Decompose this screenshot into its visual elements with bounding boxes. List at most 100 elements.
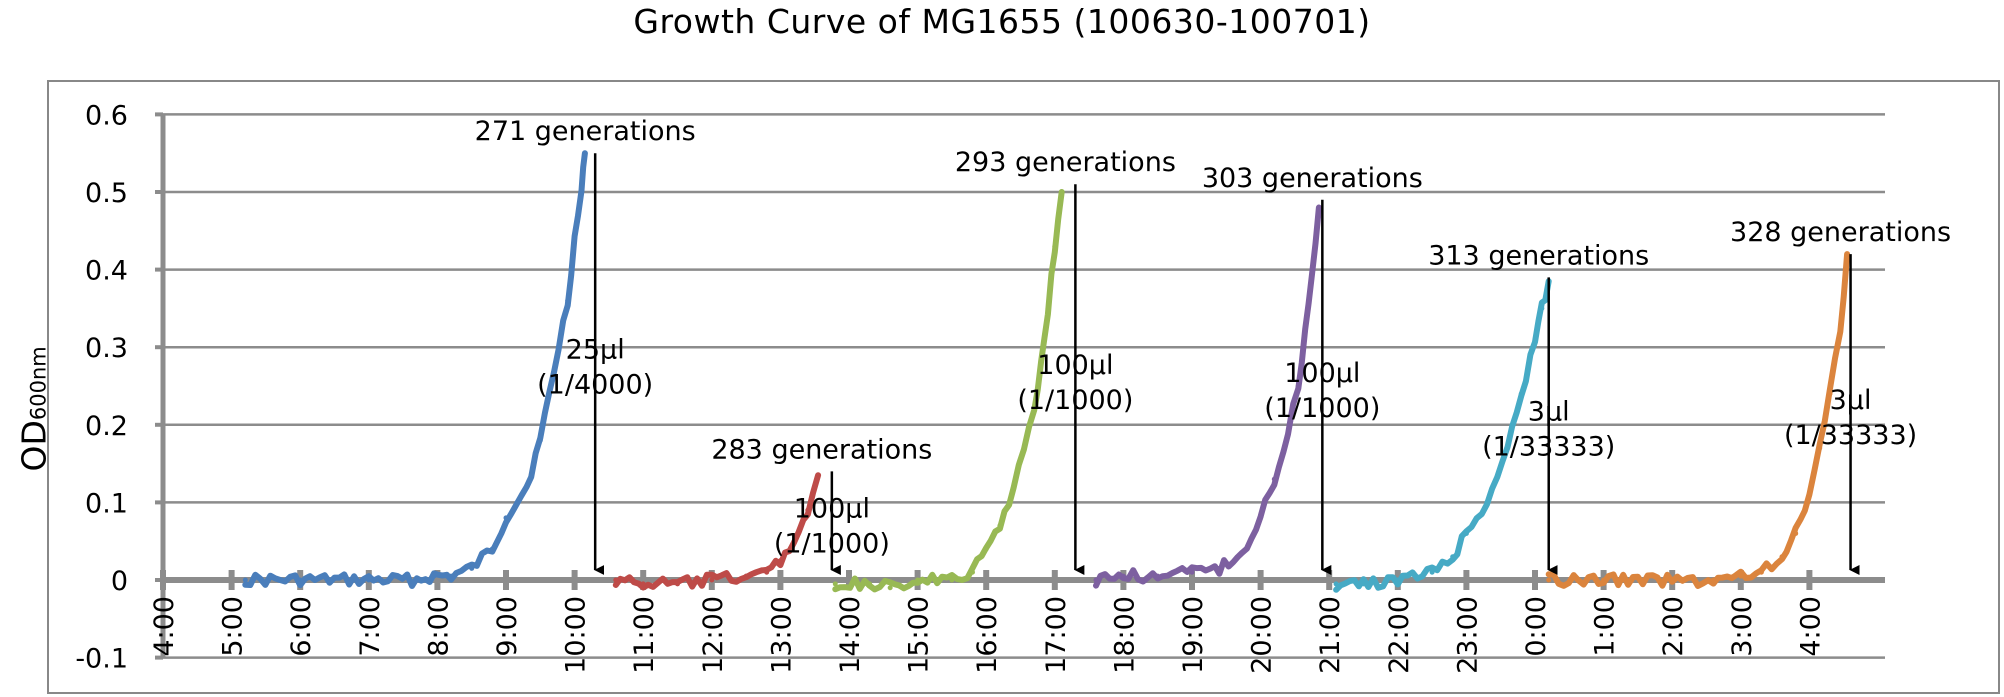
data-point bbox=[997, 523, 1003, 529]
x-tick-label: 13:00 bbox=[766, 596, 797, 674]
x-tick-label: 20:00 bbox=[1247, 596, 1278, 674]
y-tick-label: 0.2 bbox=[85, 411, 128, 442]
annotations: 271 generations 25μl (1/4000) 283 generatio… bbox=[475, 116, 1951, 575]
series-line bbox=[1333, 278, 1552, 593]
x-tick-label: 14:00 bbox=[835, 596, 866, 674]
generation-label: 283 generations bbox=[711, 434, 932, 465]
x-tick-label: 22:00 bbox=[1384, 596, 1415, 674]
data-point bbox=[613, 577, 619, 583]
data-point bbox=[565, 298, 571, 304]
x-tick-label: 12:00 bbox=[698, 596, 729, 674]
dilution-ratio-label: (1/1000) bbox=[1017, 385, 1133, 416]
dilution-ratio-label: (1/1000) bbox=[1264, 393, 1380, 424]
data-point bbox=[448, 573, 454, 579]
data-point bbox=[949, 577, 955, 583]
data-point bbox=[1505, 445, 1511, 451]
plot-frame bbox=[47, 80, 2000, 694]
series-lines bbox=[242, 150, 1851, 593]
data-point bbox=[1463, 530, 1469, 536]
data-point bbox=[969, 569, 975, 575]
data-point bbox=[983, 546, 989, 552]
dilution-ratio-label: (1/33333) bbox=[1784, 420, 1917, 451]
data-point bbox=[366, 577, 372, 583]
x-tick-label: 0:00 bbox=[1521, 596, 1552, 657]
x-tick-label: 5:00 bbox=[218, 596, 249, 657]
series-line bbox=[1093, 204, 1322, 589]
data-point bbox=[1052, 243, 1058, 249]
data-point bbox=[524, 484, 530, 490]
data-point bbox=[537, 437, 543, 443]
data-point bbox=[1333, 581, 1339, 587]
data-point bbox=[887, 585, 893, 591]
data-point bbox=[578, 189, 584, 195]
data-point bbox=[1395, 577, 1401, 583]
data-point bbox=[743, 573, 749, 579]
data-point bbox=[1601, 577, 1607, 583]
data-point bbox=[1244, 546, 1250, 552]
x-tick-label: 4:00 bbox=[149, 596, 180, 657]
data-point bbox=[791, 538, 797, 544]
data-point bbox=[1302, 329, 1308, 335]
data-point bbox=[1120, 573, 1126, 579]
dilution-volume-label: 3μl bbox=[1830, 385, 1872, 416]
data-point bbox=[1450, 554, 1456, 560]
data-point bbox=[431, 573, 437, 579]
x-tick-label: 8:00 bbox=[423, 596, 454, 657]
y-tick-label: -0.1 bbox=[75, 644, 128, 675]
series-line bbox=[832, 189, 1065, 593]
data-point bbox=[777, 558, 783, 564]
x-tick-label: 18:00 bbox=[1109, 596, 1140, 674]
x-tick-label: 3:00 bbox=[1727, 596, 1758, 657]
data-point bbox=[1484, 499, 1490, 505]
generation-label: 303 generations bbox=[1202, 163, 1423, 194]
dilution-ratio-label: (1/33333) bbox=[1482, 432, 1615, 463]
data-point bbox=[1546, 577, 1552, 583]
series-line bbox=[1545, 251, 1851, 589]
grid-lines bbox=[163, 113, 1885, 659]
data-point bbox=[1285, 430, 1291, 436]
data-point bbox=[1258, 515, 1264, 521]
data-point bbox=[1045, 305, 1051, 311]
x-tick-label: 7:00 bbox=[355, 596, 386, 657]
y-tick-label: 0.1 bbox=[85, 488, 128, 519]
data-point bbox=[832, 581, 838, 587]
data-point bbox=[640, 581, 646, 587]
data-point bbox=[815, 472, 821, 478]
y-tick-label: 0.6 bbox=[85, 100, 128, 131]
x-tick-label: 6:00 bbox=[286, 596, 317, 657]
x-tick-label: 16:00 bbox=[972, 596, 1003, 674]
x-tick-label: 2:00 bbox=[1658, 596, 1689, 657]
data-point bbox=[503, 515, 509, 521]
data-point bbox=[1518, 391, 1524, 397]
dilution-volume-label: 3μl bbox=[1528, 397, 1570, 428]
data-point bbox=[297, 577, 303, 583]
x-tick-label: 4:00 bbox=[1795, 596, 1826, 657]
x-tick-label: 19:00 bbox=[1178, 596, 1209, 674]
generation-label: 293 generations bbox=[955, 147, 1176, 178]
data-point bbox=[805, 507, 811, 513]
y-tick-label: 0.4 bbox=[85, 256, 128, 287]
dilution-volume-label: 100μl bbox=[1037, 350, 1113, 381]
data-point bbox=[1038, 360, 1044, 366]
generation-label: 328 generations bbox=[1730, 217, 1951, 248]
data-point bbox=[1309, 267, 1315, 273]
series-line bbox=[612, 472, 822, 591]
dilution-volume-label: 25μl bbox=[566, 335, 625, 366]
dilution-volume-label: 100μl bbox=[794, 494, 870, 525]
data-point bbox=[1738, 573, 1744, 579]
data-point bbox=[1011, 484, 1017, 490]
x-tick-label: 1:00 bbox=[1590, 596, 1621, 657]
data-point bbox=[1758, 569, 1764, 575]
chart-title: Growth Curve of MG1655 (100630-100701) bbox=[633, 2, 1371, 41]
data-point bbox=[764, 569, 770, 575]
x-tick-label: 21:00 bbox=[1315, 596, 1346, 674]
y-tick-label: 0.3 bbox=[85, 333, 128, 364]
data-point bbox=[1295, 383, 1301, 389]
data-point bbox=[582, 150, 588, 156]
data-point bbox=[1155, 573, 1161, 579]
data-point bbox=[1817, 445, 1823, 451]
data-point bbox=[1779, 554, 1785, 560]
data-point bbox=[1189, 569, 1195, 575]
data-point bbox=[242, 577, 248, 583]
data-point bbox=[1806, 492, 1812, 498]
